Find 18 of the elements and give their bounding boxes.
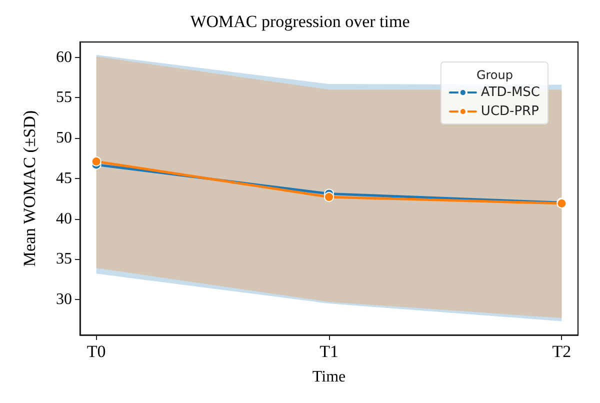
legend-label: ATD-MSC [480,85,540,100]
x-tick-label: T2 [552,342,572,361]
y-tick-label: 55 [56,89,72,106]
x-tick-label: T0 [86,342,106,361]
point [324,192,334,202]
y-tick-label: 50 [56,130,72,147]
y-tick-label: 45 [56,170,72,187]
chart-title: WOMAC progression over time [190,12,410,31]
y-axis-title: Mean WOMAC (±SD) [20,110,39,267]
y-tick-label: 30 [56,290,72,308]
x-tick-label: T1 [320,342,338,361]
y-tick-label: 60 [56,48,72,66]
x-axis-title: Time [312,368,346,386]
point [91,156,102,166]
y-tick-label: 35 [56,250,72,268]
y-tick-label: 40 [56,210,72,228]
legend-label: UCD-PRP [480,104,540,119]
legend-title: Group [476,68,514,82]
